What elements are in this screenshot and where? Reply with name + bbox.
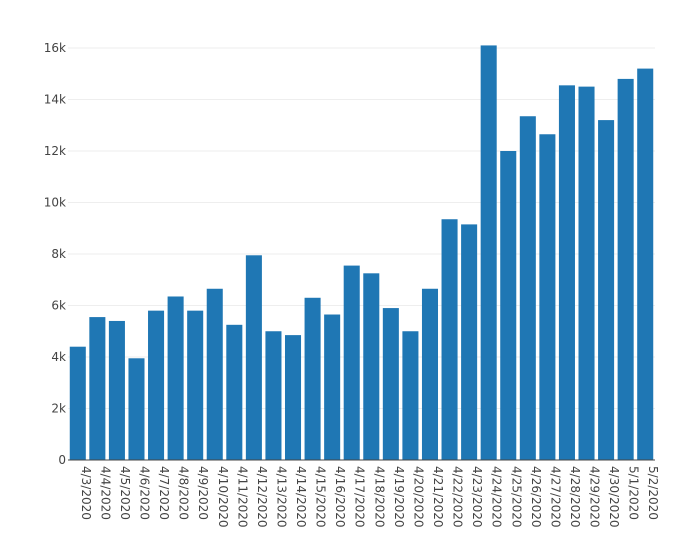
- x-tick-label: 4/27/2020: [548, 466, 562, 528]
- bar-4/7/2020[interactable]: [148, 310, 165, 460]
- x-tick-label: 4/22/2020: [451, 466, 465, 528]
- bar-4/22/2020[interactable]: [441, 219, 458, 460]
- y-tick-label: 6k: [51, 299, 66, 313]
- bar-5/2/2020[interactable]: [637, 68, 654, 460]
- bar-4/17/2020[interactable]: [343, 265, 360, 460]
- x-tick-label: 4/21/2020: [431, 466, 445, 528]
- x-tick-label: 4/30/2020: [607, 466, 621, 528]
- bar-4/13/2020[interactable]: [265, 331, 282, 460]
- bar-4/20/2020[interactable]: [402, 331, 419, 460]
- bar-4/25/2020[interactable]: [500, 151, 517, 460]
- bar-4/28/2020[interactable]: [558, 85, 575, 461]
- x-tick-label: 4/28/2020: [568, 466, 582, 528]
- gridlines: [68, 47, 655, 409]
- x-tick-label: 4/7/2020: [157, 466, 171, 520]
- y-tick-label: 4k: [51, 350, 66, 364]
- bar-4/18/2020[interactable]: [363, 273, 380, 460]
- x-tick-label: 4/5/2020: [118, 466, 132, 520]
- y-tick-label: 12k: [44, 144, 66, 158]
- x-tick-label: 4/15/2020: [314, 466, 328, 528]
- bar-4/26/2020[interactable]: [519, 116, 536, 461]
- x-tick-label: 4/3/2020: [79, 466, 93, 520]
- y-tick-label: 16k: [44, 41, 66, 55]
- y-tick-label: 10k: [44, 196, 66, 210]
- bar-4/4/2020[interactable]: [89, 317, 106, 460]
- x-tick-label: 4/25/2020: [509, 466, 523, 528]
- x-tick-label: 4/26/2020: [529, 466, 543, 528]
- x-tick-label: 5/1/2020: [627, 466, 641, 520]
- y-tick-label: 2k: [51, 402, 66, 416]
- y-tick-label: 0: [58, 453, 66, 467]
- bar-4/14/2020[interactable]: [284, 335, 302, 460]
- x-tick-label: 4/18/2020: [372, 466, 386, 528]
- bar-4/24/2020[interactable]: [480, 45, 497, 461]
- x-tick-label: 4/19/2020: [392, 466, 406, 528]
- x-tick-label: 4/29/2020: [588, 466, 602, 528]
- bar-4/12/2020[interactable]: [245, 255, 262, 460]
- x-tick-label: 4/14/2020: [294, 466, 308, 528]
- bar-4/3/2020[interactable]: [69, 346, 86, 460]
- y-axis-ticks: 0 2k 4k 6k 8k 10k 12k 14k 16k: [44, 41, 66, 467]
- x-tick-label: 4/11/2020: [235, 466, 249, 528]
- x-tick-label: 4/4/2020: [98, 466, 112, 520]
- bar-4/19/2020[interactable]: [382, 308, 399, 460]
- bar-5/1/2020[interactable]: [617, 78, 634, 461]
- x-tick-label: 4/12/2020: [255, 466, 269, 528]
- y-tick-label: 8k: [51, 247, 66, 261]
- x-tick-label: 4/6/2020: [137, 466, 151, 520]
- x-tick-label: 4/24/2020: [490, 466, 504, 528]
- x-tick-label: 4/8/2020: [177, 466, 191, 520]
- bar-4/21/2020[interactable]: [421, 288, 439, 460]
- x-tick-label: 4/9/2020: [196, 466, 210, 520]
- x-tick-label: 4/20/2020: [411, 466, 425, 528]
- bar-4/29/2020[interactable]: [578, 86, 595, 460]
- x-tick-label: 4/10/2020: [216, 466, 230, 528]
- y-tick-label: 14k: [44, 93, 66, 107]
- x-tick-label: 4/16/2020: [333, 466, 347, 528]
- x-axis-ticks: 4/3/2020 4/4/2020 4/5/2020 4/6/2020 4/7/2020…: [79, 466, 660, 528]
- bar-4/16/2020[interactable]: [324, 314, 341, 460]
- bar-4/6/2020[interactable]: [128, 358, 145, 460]
- x-tick-label: 4/13/2020: [274, 466, 288, 528]
- bar-4/23/2020[interactable]: [461, 224, 478, 460]
- bar-4/15/2020[interactable]: [304, 297, 321, 460]
- bar-4/27/2020[interactable]: [539, 134, 556, 460]
- bar-4/5/2020[interactable]: [108, 320, 125, 460]
- bar-4/9/2020[interactable]: [187, 310, 204, 460]
- x-tick-label: 4/23/2020: [470, 466, 484, 528]
- x-tick-label: 4/17/2020: [353, 466, 367, 528]
- x-tick-label: 5/2/2020: [646, 466, 660, 520]
- bars: [69, 45, 654, 461]
- bar-4/8/2020[interactable]: [167, 296, 184, 460]
- bar-4/30/2020[interactable]: [598, 120, 615, 460]
- bar-4/11/2020[interactable]: [226, 324, 243, 460]
- bar-4/10/2020[interactable]: [206, 288, 223, 460]
